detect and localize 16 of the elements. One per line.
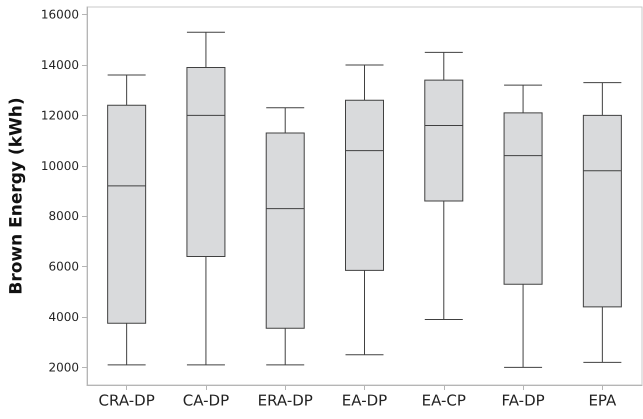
x-tick-label: CA-DP [182, 392, 230, 410]
y-tick-label: 6000 [48, 260, 79, 274]
x-tick-label: ERA-DP [258, 392, 313, 410]
x-tick-label: EA-CP [422, 392, 466, 410]
y-tick-label: 12000 [40, 108, 79, 122]
y-axis-title: Brown Energy (kWh) [6, 97, 26, 295]
x-tick-label: EPA [588, 392, 618, 410]
y-tick-label: 4000 [48, 310, 79, 324]
x-tick-label: FA-DP [501, 392, 545, 410]
y-tick-label: 10000 [40, 158, 79, 173]
x-tick-label: CRA-DP [98, 392, 155, 410]
y-tick-label: 8000 [48, 209, 79, 224]
y-tick-label: 14000 [40, 58, 79, 72]
y-tick-label: 2000 [48, 360, 79, 374]
y-tick-label: 16000 [40, 8, 79, 22]
x-tick-label: EA-DP [342, 392, 388, 410]
